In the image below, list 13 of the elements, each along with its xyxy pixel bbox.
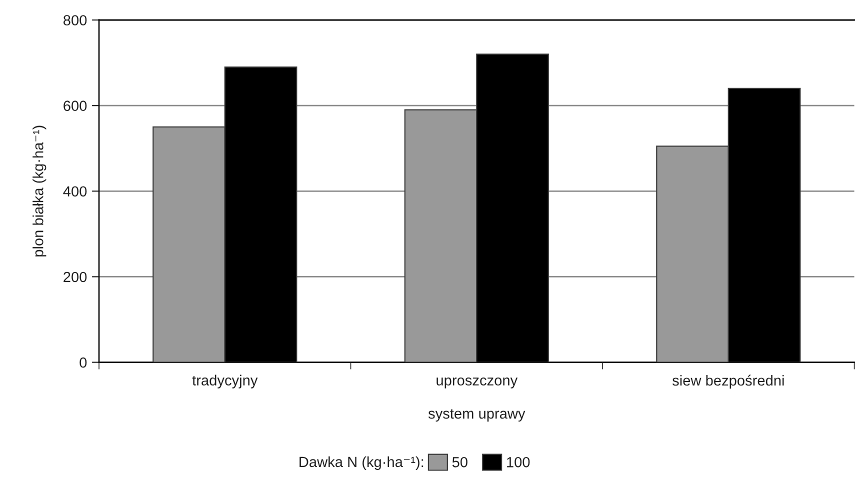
y-tick-label: 200 — [64, 272, 87, 282]
y-axis-title: plon białka (kg·ha⁻¹) — [32, 126, 46, 256]
legend-title: Dawka N (kg·ha⁻¹): — [300, 456, 424, 470]
x-tick-label: uproszczony — [436, 378, 518, 388]
y-tick-label: 600 — [64, 100, 87, 112]
x-axis-title: system uprawy — [428, 409, 526, 422]
x-tick-label: siew bezpośredni — [672, 374, 784, 389]
y-tick-label: 800 — [64, 15, 87, 26]
y-tick-label: 0 — [80, 357, 87, 368]
x-tick-label: tradycyjny — [192, 374, 258, 388]
y-tick-label: 400 — [63, 186, 87, 197]
legend-label: 50 — [452, 457, 468, 468]
legend-label: 100 — [507, 457, 530, 468]
